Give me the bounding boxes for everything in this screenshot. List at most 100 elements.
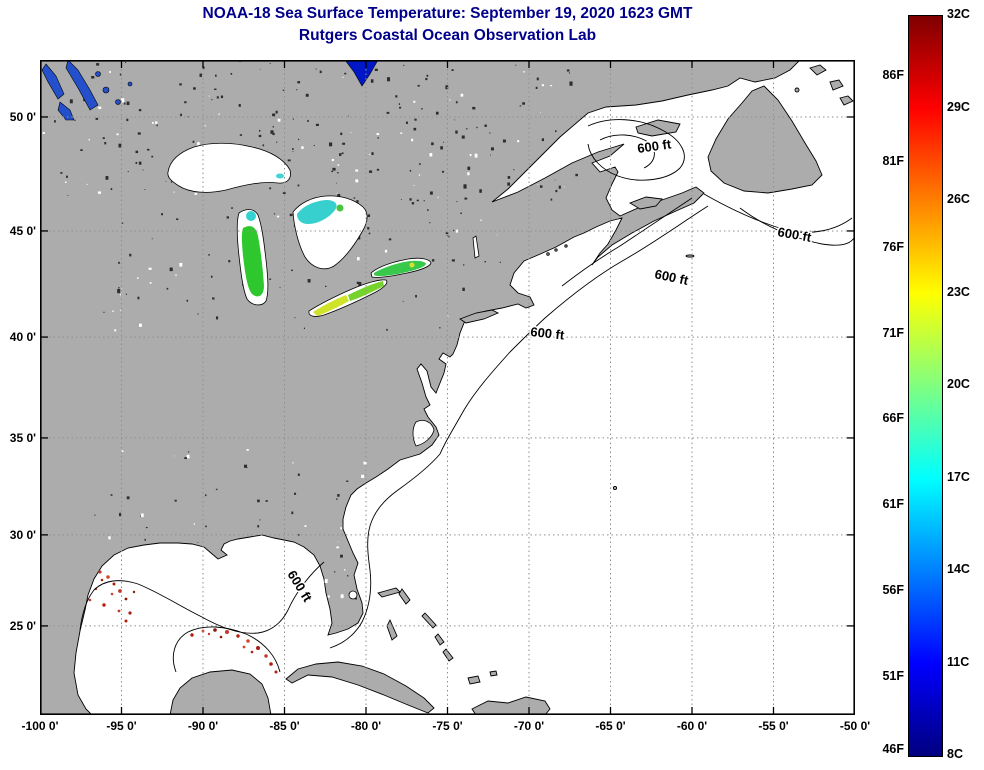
speckle [291, 269, 293, 272]
speckle [451, 69, 454, 71]
speckle [455, 130, 458, 134]
speckle [442, 141, 444, 143]
speckle [194, 192, 198, 195]
speckle [421, 108, 423, 110]
speckle [118, 287, 120, 289]
speckle [170, 181, 173, 183]
speckle [307, 119, 309, 122]
speckle [411, 138, 414, 142]
contour-gulf-st-lawrence-inner [599, 134, 655, 169]
speckle [292, 462, 294, 464]
speckle [110, 494, 113, 496]
colorbar-c-label: 20C [947, 377, 970, 391]
speckle [193, 523, 196, 525]
speckle [480, 219, 482, 221]
speckle [228, 260, 231, 263]
x-tick-label: -85 0' [269, 719, 300, 733]
speckle [186, 454, 190, 459]
speckle [88, 139, 90, 141]
speckle [342, 142, 346, 145]
speckle [355, 597, 357, 600]
speckle [558, 185, 561, 189]
cold-lake-4 [95, 71, 101, 77]
speckle [126, 496, 130, 500]
speckle [187, 116, 189, 118]
y-tick-label: 35 0' [9, 430, 36, 445]
colorbar-c-label: 29C [947, 99, 970, 114]
sst-lake-superior-cyan [276, 173, 284, 179]
speckle [469, 153, 472, 157]
speckle [215, 488, 218, 491]
speckle [265, 500, 268, 502]
speckle [145, 526, 148, 529]
speckle [355, 169, 359, 172]
speckle [292, 118, 294, 120]
speckle [342, 76, 344, 78]
colorbar-f-label: 86F [882, 68, 904, 83]
speckle [117, 288, 121, 294]
speckle [535, 86, 538, 89]
speckle [344, 569, 346, 571]
speckle [479, 189, 482, 193]
speckle [149, 282, 152, 284]
speckle [270, 130, 274, 134]
speckle [239, 134, 243, 136]
sst-speck [269, 662, 273, 666]
island-abaco [398, 588, 411, 605]
sst-speck [112, 582, 116, 586]
speckle [296, 89, 298, 91]
speckle [297, 85, 299, 87]
speckle [369, 170, 373, 173]
speckle [246, 448, 249, 451]
speckle [346, 480, 349, 482]
speckle [259, 68, 261, 70]
speckle [65, 181, 67, 183]
speckle [127, 171, 129, 173]
speckle [151, 238, 153, 240]
speckle [337, 494, 340, 497]
speckle [297, 81, 301, 84]
x-tick-label: -90 0' [187, 719, 219, 733]
speckle [376, 168, 380, 171]
speckle [414, 118, 417, 121]
island-hispaniola [471, 696, 551, 715]
colorbar-f-label: 71F [882, 325, 904, 340]
speckle [292, 151, 294, 152]
speckle [363, 461, 367, 465]
island-long-island [459, 309, 500, 324]
speckle [186, 299, 189, 302]
speckle [54, 120, 56, 123]
speckle [409, 198, 412, 201]
sst-speck [213, 628, 217, 632]
speckle [555, 130, 557, 133]
speckle [496, 234, 498, 236]
contour-gulf-shelf [79, 561, 325, 634]
speckle [297, 184, 300, 187]
speckle [490, 154, 491, 156]
speckle [121, 222, 124, 224]
island-pei [628, 196, 663, 210]
colorbar-c-label: 32C [947, 7, 970, 21]
speckle [179, 262, 183, 267]
speckle [337, 164, 340, 166]
speckle [148, 267, 152, 270]
speckle [437, 196, 439, 198]
island-labrador-coast-2 [829, 79, 844, 91]
speckle [463, 184, 467, 189]
speckle [415, 294, 417, 298]
x-tick-label: -75 0' [432, 719, 463, 733]
speckle [336, 193, 338, 195]
speckle [67, 195, 69, 196]
y-tick-label: 50 0' [9, 109, 36, 124]
colorbar-c-label: 17C [947, 469, 970, 484]
speckle [370, 79, 374, 83]
speckle [440, 146, 443, 150]
speckle [453, 229, 455, 232]
speckle [304, 525, 307, 527]
speckle [336, 182, 338, 184]
speckle [455, 229, 459, 233]
sst-speck [246, 639, 250, 643]
speckle [413, 127, 417, 131]
speckle [118, 513, 122, 517]
speckle [445, 85, 449, 90]
